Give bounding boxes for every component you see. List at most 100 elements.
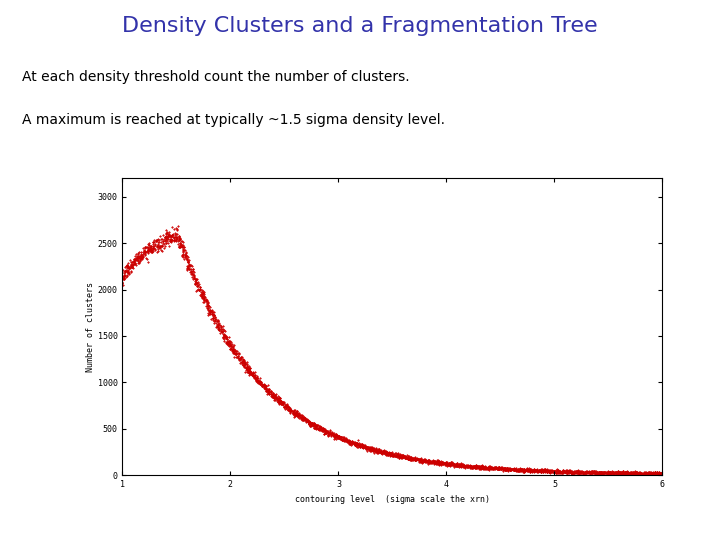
- Point: [653, 469, 665, 478]
- Point: [143, 249, 154, 258]
- Point: [495, 463, 506, 472]
- Point: [477, 464, 488, 472]
- Point: [259, 384, 271, 393]
- Point: [344, 440, 356, 448]
- Point: [535, 467, 546, 476]
- Point: [189, 272, 200, 281]
- Point: [269, 396, 281, 404]
- Point: [233, 349, 244, 357]
- Point: [272, 392, 284, 401]
- Point: [492, 464, 504, 472]
- Point: [330, 430, 342, 438]
- Point: [174, 232, 185, 240]
- Point: [513, 465, 525, 474]
- Point: [210, 315, 221, 324]
- Point: [656, 469, 667, 477]
- Point: [622, 471, 634, 480]
- Point: [471, 464, 482, 472]
- Point: [378, 446, 390, 455]
- Point: [263, 384, 274, 393]
- Point: [271, 393, 282, 402]
- Point: [395, 451, 406, 460]
- Point: [238, 356, 249, 365]
- Point: [625, 469, 636, 477]
- Point: [297, 416, 309, 424]
- Point: [149, 245, 161, 253]
- Point: [518, 467, 529, 475]
- Point: [222, 335, 233, 343]
- Point: [640, 470, 652, 478]
- Point: [475, 464, 487, 473]
- Point: [649, 468, 660, 477]
- Point: [356, 440, 368, 449]
- Point: [629, 468, 640, 476]
- Point: [595, 469, 606, 477]
- Point: [366, 443, 378, 452]
- Point: [515, 464, 526, 472]
- Point: [537, 465, 549, 474]
- Point: [457, 460, 469, 469]
- Point: [320, 429, 332, 438]
- Point: [225, 341, 236, 349]
- Point: [314, 423, 325, 432]
- Point: [556, 468, 567, 476]
- Point: [396, 453, 408, 462]
- Point: [593, 468, 604, 477]
- Point: [212, 315, 223, 324]
- Point: [638, 469, 649, 477]
- Point: [301, 416, 312, 425]
- Point: [453, 462, 464, 471]
- Point: [462, 462, 474, 470]
- Point: [533, 466, 544, 475]
- Point: [508, 466, 519, 475]
- Point: [493, 465, 505, 474]
- Point: [579, 468, 590, 477]
- Point: [523, 464, 535, 472]
- Point: [346, 441, 357, 449]
- Point: [386, 450, 397, 458]
- Point: [407, 454, 418, 462]
- Point: [160, 229, 171, 238]
- Point: [371, 446, 382, 455]
- Point: [133, 258, 145, 267]
- Point: [140, 253, 152, 262]
- Point: [251, 373, 263, 382]
- Point: [202, 302, 213, 311]
- Point: [593, 468, 604, 477]
- Point: [565, 469, 577, 477]
- Point: [372, 447, 384, 456]
- Point: [302, 415, 313, 423]
- Point: [413, 455, 424, 463]
- Point: [527, 465, 539, 474]
- Point: [394, 451, 405, 460]
- Point: [382, 450, 394, 458]
- Point: [385, 451, 397, 460]
- Point: [402, 455, 413, 463]
- Point: [482, 464, 493, 472]
- Point: [587, 468, 598, 476]
- Point: [641, 469, 652, 478]
- Point: [199, 295, 210, 304]
- Point: [267, 389, 279, 397]
- Point: [331, 430, 343, 439]
- Point: [498, 464, 509, 473]
- Point: [286, 406, 297, 414]
- Point: [526, 468, 537, 476]
- Point: [204, 303, 216, 312]
- Point: [188, 271, 199, 280]
- Point: [258, 384, 270, 393]
- Point: [526, 467, 538, 475]
- Point: [476, 463, 487, 471]
- Point: [148, 238, 159, 247]
- Point: [642, 469, 653, 478]
- Point: [331, 431, 343, 440]
- Point: [558, 467, 570, 475]
- Point: [228, 348, 239, 356]
- Point: [639, 470, 650, 478]
- Point: [404, 454, 415, 463]
- Point: [225, 343, 237, 352]
- Point: [372, 445, 384, 454]
- Point: [486, 463, 498, 471]
- Point: [429, 458, 441, 467]
- Point: [310, 421, 321, 429]
